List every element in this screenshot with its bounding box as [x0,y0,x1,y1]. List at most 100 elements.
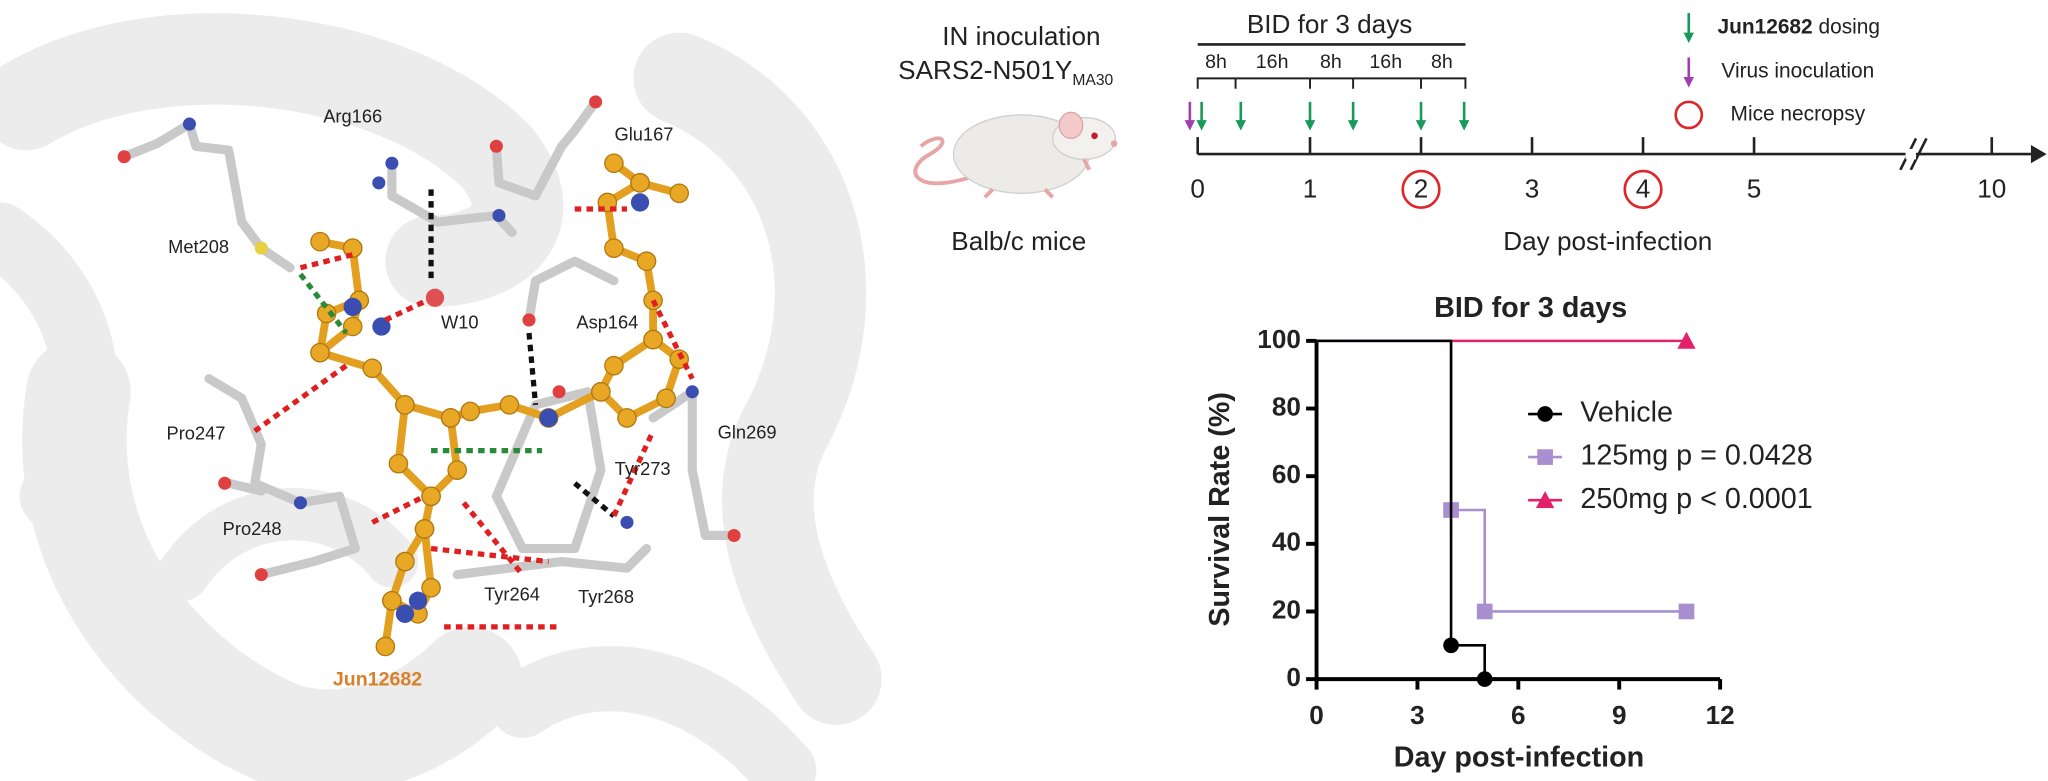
atom [552,385,566,399]
legend-label: 125mg p = 0.0428 [1580,440,1812,472]
y-tick-label: 40 [1272,527,1301,557]
ligand-atom [636,251,657,271]
strain-name: SARS2-N501Y [898,55,1072,85]
y-tick-label: 0 [1286,662,1301,692]
atom [589,95,603,109]
timeline-tick-label: 0 [1190,174,1205,204]
residue-stick [491,97,601,201]
necropsy-circle [1401,169,1441,209]
interval-label: 8h [1205,51,1227,73]
ligand-atom [395,395,415,415]
ligand-atom [375,636,396,657]
residue-stick [491,387,606,554]
ligand-atom [643,329,663,350]
regimen: BID for 3 days [1247,9,1412,39]
residue-label: Arg166 [323,105,382,126]
y-tick-label: 100 [1257,324,1301,354]
interval-label: 8h [1431,51,1453,73]
residue-label: W10 [441,312,479,333]
ligand-atom [388,453,409,474]
ligand-atom [604,238,624,258]
dose-arrow-head [1458,120,1470,131]
interaction [298,272,349,335]
necropsy-circle [1623,169,1663,209]
atom [685,385,699,399]
timeline-tick-label: 3 [1525,174,1540,204]
residue-label: Gln269 [718,421,777,442]
ligand-label: Jun12682 [333,669,422,691]
ligand-nitrogen [408,591,428,610]
protein-ribbon [489,646,817,781]
virus-arrow-head [1184,120,1196,131]
ligand-atom [604,355,624,376]
atom [117,150,131,164]
y-tick-label: 60 [1272,459,1301,489]
x-tick-label: 6 [1511,700,1526,730]
legend-dosing-word: dosing [1818,15,1880,38]
interaction [573,481,616,518]
protein-ribbon [633,32,882,725]
residue-stick [224,478,266,496]
legend-dose-arrow-head [1683,32,1694,44]
dose-arrow-head [1347,120,1359,131]
protein-ribbon [22,339,523,781]
survival-line [1316,339,1687,613]
legend-necropsy: Mice necropsy [1731,102,1866,125]
atom [727,528,741,542]
interaction [430,545,549,565]
point [1678,603,1695,620]
mouse-tail [913,136,974,186]
timeline-tick-label: 1 [1303,174,1318,204]
interval-label: 16h [1256,51,1289,73]
atom [182,117,196,131]
legend-marker [1537,449,1553,465]
x-tick-label: 9 [1612,700,1627,730]
ligand-atom [460,401,481,422]
water [425,288,445,307]
interaction [611,429,656,517]
atom [522,313,536,327]
residue-stick [524,256,619,325]
ligand-atom [342,316,363,337]
legend-drug: Jun12682 [1717,15,1812,38]
y-tick-label: 20 [1272,594,1301,624]
interval-brackets [1196,77,1467,89]
interaction [650,299,695,380]
timeline-arrow [2030,144,2047,164]
interval-label: 16h [1369,51,1402,73]
dose-arrow-head [1415,120,1427,131]
residue-stick [452,543,652,580]
route: IN inoculation [942,21,1100,51]
x-tick-label: 3 [1410,700,1425,730]
timeline-tick-label: 2 [1414,174,1429,204]
residue-label: Tyr273 [615,458,671,479]
dose-arrow-head [1235,120,1247,131]
point [1443,637,1459,654]
legend-dosing: Jun12682 dosing [1717,15,1880,38]
docking-panel: Arg166 Glu167 Met208 W10 Asp164 Pro247 Gln269 T… [0,13,882,781]
interaction [461,501,525,577]
y-tick-label: 80 [1272,391,1301,421]
atom [254,568,268,582]
legend-marker [1537,406,1553,422]
legend-virus: Virus inoculation [1721,59,1874,82]
timeline-label: Day post-infection [1503,226,1712,256]
x-tick-label: 12 [1706,700,1735,730]
ligand-atom [362,358,383,379]
ligand-atom [591,382,611,402]
ligand-atom [604,153,624,174]
x-tick-label: 0 [1309,700,1324,730]
ligand-atom [499,395,520,415]
timeline-marks: 0 1 2 3 4 5 10 8h 16h 8h 16h 8h [1184,13,2006,204]
legend-virus-arrow-head [1683,77,1694,88]
ligand-atom [440,408,461,428]
ligand-atom [310,231,330,252]
timeline-tick-label: 5 [1747,174,1762,204]
x-axis-label: Day post-infection [1394,741,1645,773]
interaction [526,332,539,406]
ligand-nitrogen [630,193,650,212]
atom [254,241,268,255]
protein-ribbon [156,488,419,601]
dose-arrow-head [1196,120,1207,131]
protein-ribbon [0,13,564,307]
